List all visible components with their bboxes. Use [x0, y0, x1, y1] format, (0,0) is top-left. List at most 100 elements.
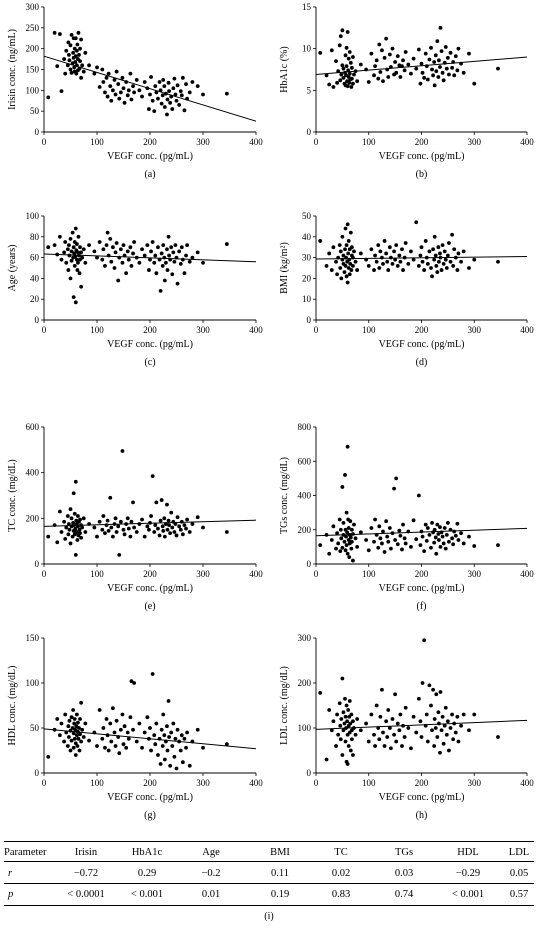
data-point	[366, 548, 371, 553]
data-point	[148, 257, 152, 262]
data-point	[452, 73, 457, 78]
data-point	[165, 268, 170, 272]
data-point	[414, 730, 419, 735]
data-point	[420, 70, 425, 75]
data-point	[73, 552, 78, 557]
data-point	[72, 511, 77, 516]
data-point	[112, 522, 117, 526]
data-point	[390, 531, 395, 536]
y-tick-label: 50	[302, 211, 312, 221]
data-point	[154, 271, 159, 276]
data-point	[436, 75, 441, 79]
y-tick-label: 20	[302, 273, 312, 283]
y-tick-label: 200	[298, 678, 312, 688]
data-point	[62, 739, 67, 744]
data-point	[161, 243, 166, 248]
data-point	[74, 71, 79, 76]
data-point	[104, 523, 109, 528]
data-point	[66, 268, 71, 272]
data-point	[461, 712, 466, 717]
data-point	[374, 58, 379, 63]
data-point	[187, 763, 192, 768]
data-point	[111, 706, 115, 711]
data-point	[67, 243, 71, 248]
data-point	[353, 732, 358, 737]
data-point	[386, 708, 391, 712]
data-point	[68, 43, 73, 48]
data-point	[349, 245, 354, 250]
data-point	[175, 281, 180, 286]
data-point	[340, 234, 345, 239]
data-point	[97, 708, 102, 712]
data-point	[366, 80, 371, 84]
data-point	[395, 54, 400, 59]
data-point	[433, 726, 438, 730]
data-point	[327, 251, 332, 256]
data-point	[409, 544, 413, 549]
data-point	[337, 43, 342, 48]
data-point	[162, 255, 167, 260]
data-point	[432, 527, 437, 532]
data-point	[392, 486, 396, 491]
data-point	[80, 255, 85, 260]
data-point	[137, 721, 142, 726]
data-point	[401, 58, 405, 63]
y-tick-label: 0	[35, 559, 40, 569]
data-point	[116, 735, 121, 739]
data-point	[171, 250, 176, 255]
data-point	[337, 517, 342, 522]
data-point	[372, 539, 376, 544]
data-point	[389, 65, 393, 69]
data-point	[355, 544, 360, 549]
data-point	[384, 519, 389, 524]
data-point	[345, 84, 350, 89]
data-point	[435, 39, 440, 44]
data-point	[398, 533, 403, 538]
data-point	[78, 732, 82, 737]
data-point	[124, 522, 129, 526]
data-point	[147, 107, 151, 111]
data-point	[340, 545, 345, 550]
data-point	[83, 721, 88, 726]
data-point	[77, 748, 82, 753]
data-point	[172, 530, 177, 534]
data-point	[448, 259, 453, 264]
data-point	[106, 528, 111, 533]
data-point	[467, 266, 471, 270]
data-point	[74, 530, 79, 534]
data-point	[438, 65, 442, 69]
data-point	[76, 729, 80, 734]
data-point	[447, 241, 451, 245]
data-point	[384, 36, 389, 41]
data-point	[224, 242, 229, 246]
data-point	[425, 77, 430, 82]
data-point	[338, 723, 343, 728]
data-point	[58, 509, 62, 514]
data-point	[79, 250, 83, 255]
data-point	[376, 243, 381, 248]
table-cell-p-age: 0.01	[201, 889, 221, 900]
data-point	[374, 259, 379, 264]
data-point	[58, 32, 62, 36]
data-point	[157, 533, 162, 538]
data-point	[445, 521, 450, 525]
data-point	[59, 89, 64, 94]
data-point	[95, 65, 99, 70]
data-point	[106, 71, 111, 76]
table-cell-p-tc: 0.83	[331, 889, 351, 900]
data-point	[168, 531, 173, 536]
data-point	[369, 51, 374, 56]
y-tick-label: 200	[298, 525, 312, 535]
data-point	[400, 64, 404, 69]
data-point	[353, 536, 358, 541]
data-point	[100, 257, 105, 262]
data-point	[159, 251, 164, 256]
data-point	[339, 536, 344, 541]
data-point	[78, 46, 82, 51]
data-point	[334, 259, 338, 264]
y-tick-label: 0	[307, 127, 312, 137]
data-point	[142, 80, 147, 84]
x-tick-label: 400	[520, 778, 534, 788]
data-point	[338, 78, 343, 83]
data-point	[113, 744, 118, 748]
